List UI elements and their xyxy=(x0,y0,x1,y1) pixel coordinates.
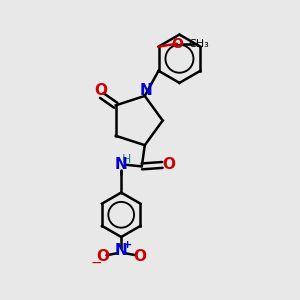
Text: O: O xyxy=(94,83,107,98)
Text: +: + xyxy=(123,240,132,250)
Text: N: N xyxy=(115,243,128,258)
Text: N: N xyxy=(115,158,128,172)
Text: O: O xyxy=(133,249,146,264)
Text: CH₃: CH₃ xyxy=(189,39,209,49)
Text: −: − xyxy=(91,256,102,270)
Text: O: O xyxy=(96,249,110,264)
Text: O: O xyxy=(162,158,175,172)
Text: N: N xyxy=(140,82,153,98)
Text: H: H xyxy=(122,153,131,166)
Text: O: O xyxy=(171,37,183,51)
